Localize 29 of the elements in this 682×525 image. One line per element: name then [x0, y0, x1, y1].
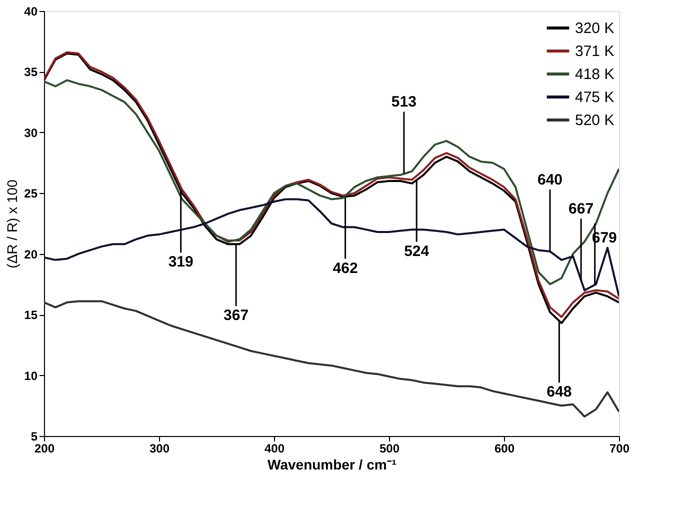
x-tick-label: 500: [379, 442, 400, 456]
x-axis-title: Wavenumber / cm⁻¹: [268, 456, 397, 472]
annotation: 648: [546, 384, 572, 401]
x-tick-label: 200: [34, 442, 55, 456]
y-tick-label: 30: [24, 126, 38, 140]
annotation: 524: [404, 242, 430, 260]
x-tick-label: 600: [494, 442, 515, 456]
legend-label: 475 K: [575, 89, 614, 106]
annotation: 319: [168, 254, 194, 271]
x-tick-label: 300: [149, 442, 170, 456]
x-tick-label: 400: [264, 442, 285, 456]
y-tick-label: 25: [24, 186, 38, 201]
y-tick-label: 35: [24, 65, 38, 80]
y-tick-label: 5: [30, 430, 38, 444]
legend-label: 320 K: [575, 20, 614, 37]
annotation: 640: [537, 171, 563, 188]
y-tick-label: 10: [24, 368, 38, 383]
annotation: 462: [332, 260, 358, 277]
y-axis-title: (ΔR / R) x 100: [4, 179, 20, 268]
annotation: 513: [391, 94, 416, 111]
legend-label: 418 K: [575, 66, 614, 83]
y-tick-label: 15: [24, 308, 38, 322]
annotation: 667: [568, 200, 594, 218]
x-tick-label: 700: [609, 442, 630, 456]
y-tick-label: 40: [24, 4, 38, 18]
annotation: 367: [224, 307, 249, 324]
legend-label: 520 K: [575, 112, 614, 129]
y-tick-label: 20: [24, 247, 38, 262]
legend-label: 371 K: [575, 43, 614, 60]
